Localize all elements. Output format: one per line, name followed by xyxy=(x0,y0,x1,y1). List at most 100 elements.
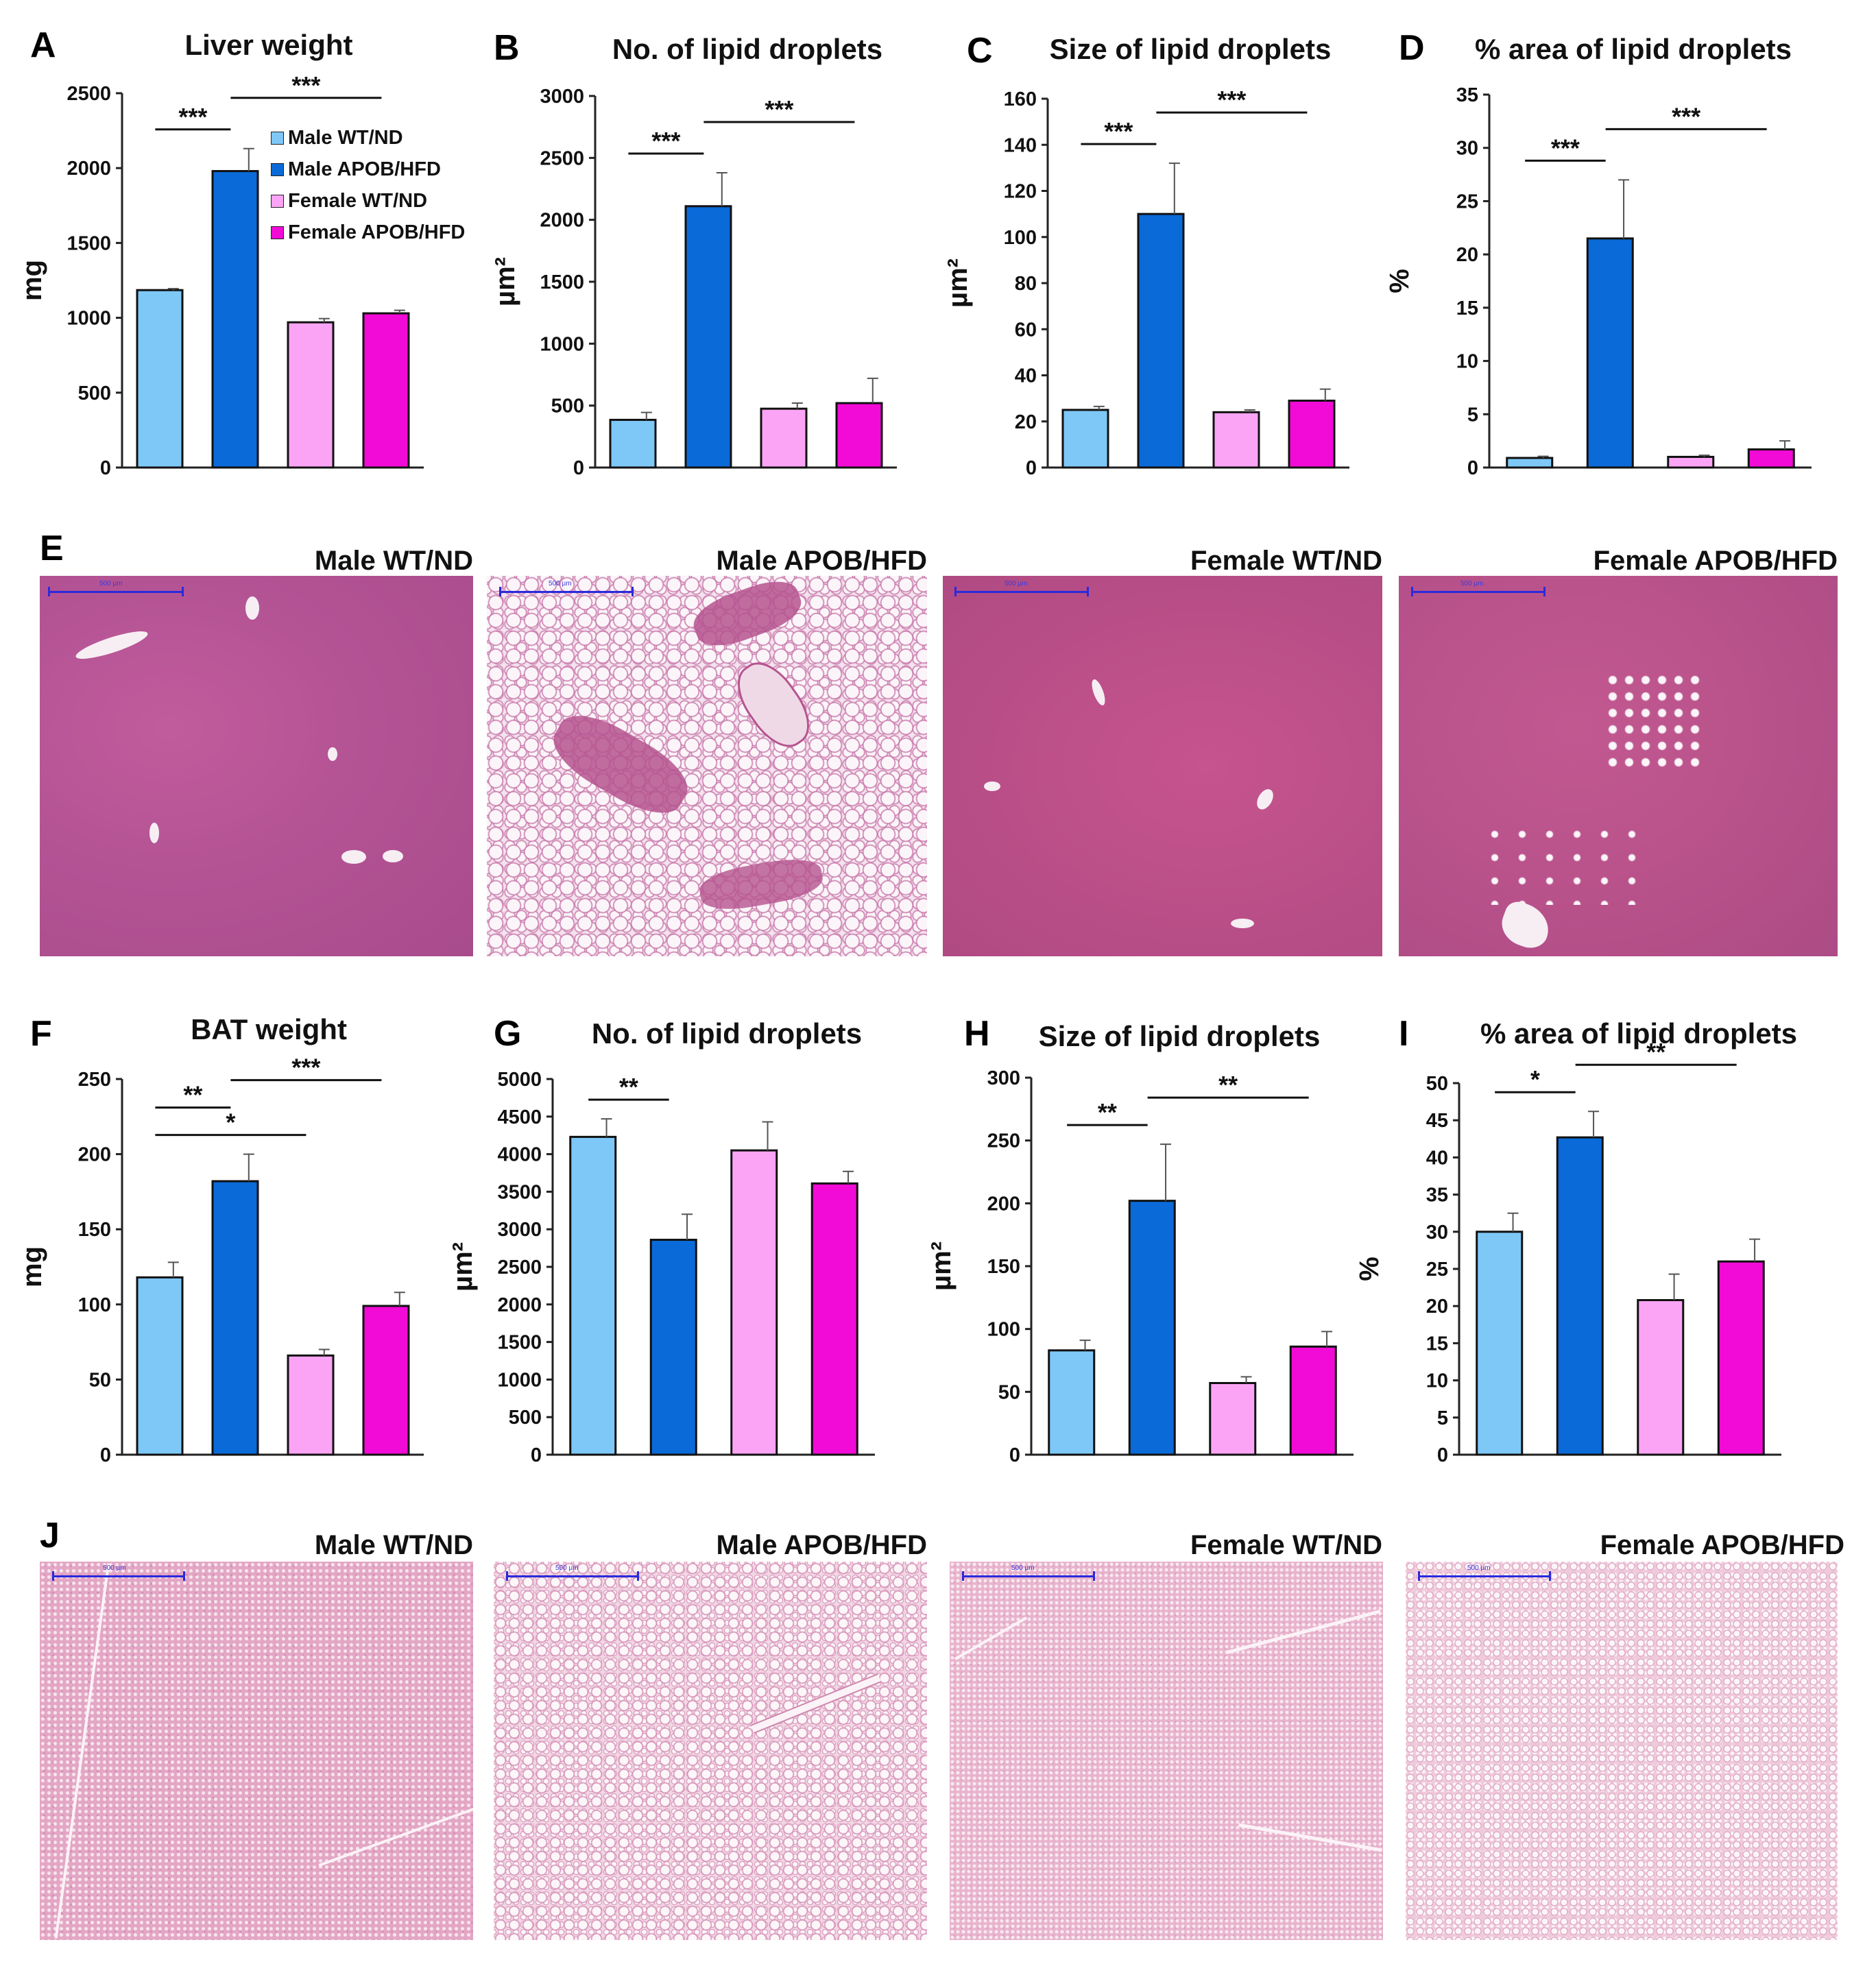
significance-label: *** xyxy=(1217,86,1246,114)
bar xyxy=(136,289,184,469)
y-tick-label: 25 xyxy=(1426,1259,1448,1281)
legend-item: Female WT/ND xyxy=(271,185,465,217)
legend-swatch xyxy=(271,162,284,176)
scale-bar-label: 500 µm xyxy=(1011,1564,1035,1572)
legend-item: Female APOB/HFD xyxy=(271,217,465,248)
bar xyxy=(1048,1349,1096,1456)
bar xyxy=(730,1149,778,1456)
legend-label: Male WT/ND xyxy=(288,126,403,149)
y-tick-label: 3000 xyxy=(540,86,584,108)
scale-bar xyxy=(954,587,1089,596)
histology-image-bat-female-wt xyxy=(950,1562,1383,1940)
y-tick-label: 4500 xyxy=(497,1106,542,1128)
y-tick-label: 60 xyxy=(1015,319,1037,341)
scale-bar-label: 500 µm xyxy=(555,1564,579,1572)
histology-label: Female WT/ND xyxy=(1190,1530,1382,1560)
y-tick-label: 250 xyxy=(987,1130,1020,1152)
panel-letter-a: A xyxy=(30,25,56,65)
y-tick-label: 50 xyxy=(89,1369,111,1391)
y-tick-label: 3500 xyxy=(497,1181,542,1203)
y-tick-label: 1000 xyxy=(540,333,584,355)
y-tick-label: 500 xyxy=(551,396,584,417)
y-tick-label: 50 xyxy=(1426,1073,1448,1095)
histology-image-bat-male-wt xyxy=(40,1562,473,1940)
y-tick-label: 5000 xyxy=(497,1069,542,1091)
y-tick-label: 10 xyxy=(1456,351,1478,373)
legend-item: Male WT/ND xyxy=(271,122,465,154)
bar xyxy=(1289,1345,1337,1456)
y-tick-label: 0 xyxy=(100,1444,111,1466)
legend-swatch xyxy=(271,131,284,145)
histology-label: Male WT/ND xyxy=(314,1530,473,1560)
bar xyxy=(136,1276,184,1456)
y-tick-label: 4000 xyxy=(497,1144,542,1166)
chart-liver-lipid-droplet-area: % area of lipid droplets% 0 5 10 15 20 25 30 35 *… xyxy=(1384,33,1812,479)
y-tick-label: 150 xyxy=(78,1219,111,1241)
y-tick-label: 1000 xyxy=(67,308,111,330)
panel-letter-i: I xyxy=(1399,1014,1409,1054)
scale-bar xyxy=(48,587,184,596)
histology-image-bat-female-apob xyxy=(1406,1562,1838,1940)
chart-liver-lipid-droplet-size: Size of lipid droplets µm² 0 20 40 60 80 100 120… xyxy=(943,33,1349,479)
y-axis-label: µm² xyxy=(943,258,973,308)
y-tick-label: 2500 xyxy=(67,83,111,105)
y-axis-label: mg xyxy=(17,1246,47,1287)
legend-swatch xyxy=(271,226,284,239)
y-tick-label: 30 xyxy=(1456,138,1478,160)
chart-title: No. of lipid droplets xyxy=(612,33,882,65)
bar xyxy=(684,205,732,469)
histology-image-bat-male-apob xyxy=(494,1562,927,1940)
significance-label: *** xyxy=(291,1054,320,1082)
scale-bar xyxy=(499,587,634,596)
y-tick-label: 2500 xyxy=(540,147,584,169)
y-tick-label: 2000 xyxy=(540,210,584,232)
chart-bat-lipid-droplet-area: % area of lipid droplets% 0 5 10 15 20 25 30 35 4… xyxy=(1354,1017,1797,1466)
histology-label: Female WT/ND xyxy=(1190,546,1382,576)
bar xyxy=(287,321,335,469)
scale-bar xyxy=(52,1571,185,1581)
bar xyxy=(1209,1382,1257,1456)
significance-label: ** xyxy=(1646,1038,1665,1066)
panel-letter-b: B xyxy=(494,28,520,68)
y-tick-label: 20 xyxy=(1426,1296,1448,1318)
bar xyxy=(1506,457,1554,469)
y-axis-label: µm² xyxy=(448,1242,478,1292)
y-tick-label: 0 xyxy=(573,457,584,479)
bar xyxy=(1717,1260,1765,1456)
significance-label: *** xyxy=(178,103,207,131)
scale-bar-label: 500 µm xyxy=(549,580,572,587)
y-tick-label: 0 xyxy=(531,1444,542,1466)
chart-title: BAT weight xyxy=(191,1013,347,1045)
y-tick-label: 35 xyxy=(1456,84,1478,106)
y-tick-label: 0 xyxy=(1437,1444,1448,1466)
significance-label: ** xyxy=(1218,1071,1238,1099)
bar xyxy=(609,418,657,469)
scale-bar xyxy=(506,1571,639,1581)
bar xyxy=(1061,409,1109,469)
y-tick-label: 160 xyxy=(1004,88,1037,110)
y-tick-label: 15 xyxy=(1426,1333,1448,1355)
panel-letter-e: E xyxy=(40,529,64,568)
histology-label: Male WT/ND xyxy=(314,546,473,576)
y-tick-label: 1000 xyxy=(497,1369,542,1391)
bar xyxy=(1667,455,1715,469)
chart-bat-lipid-droplet-count: No. of lipid droplets µm² 0 500 1000 1500 2000… xyxy=(448,1017,875,1466)
bar xyxy=(569,1135,617,1456)
y-tick-label: 50 xyxy=(998,1381,1020,1403)
bar xyxy=(1747,448,1795,469)
y-tick-label: 30 xyxy=(1426,1222,1448,1244)
bar xyxy=(1637,1299,1685,1456)
panel-letter-d: D xyxy=(1399,28,1425,68)
y-axis-label: µm² xyxy=(926,1241,957,1291)
y-tick-label: 100 xyxy=(987,1319,1020,1341)
legend-label: Male APOB/HFD xyxy=(288,158,441,180)
y-tick-label: 25 xyxy=(1456,191,1478,213)
y-tick-label: 2500 xyxy=(497,1257,542,1279)
significance-label: *** xyxy=(291,71,320,99)
histology-label: Female APOB/HFD xyxy=(1600,1530,1844,1560)
panel-letter-h: H xyxy=(964,1014,990,1054)
y-axis-label: µm² xyxy=(490,257,520,306)
scale-bar xyxy=(1411,587,1546,596)
chart-bat-lipid-droplet-size: Size of lipid droplets µm² 0 50 100 150 200 250… xyxy=(926,1020,1354,1466)
y-axis-label: mg xyxy=(17,260,47,301)
